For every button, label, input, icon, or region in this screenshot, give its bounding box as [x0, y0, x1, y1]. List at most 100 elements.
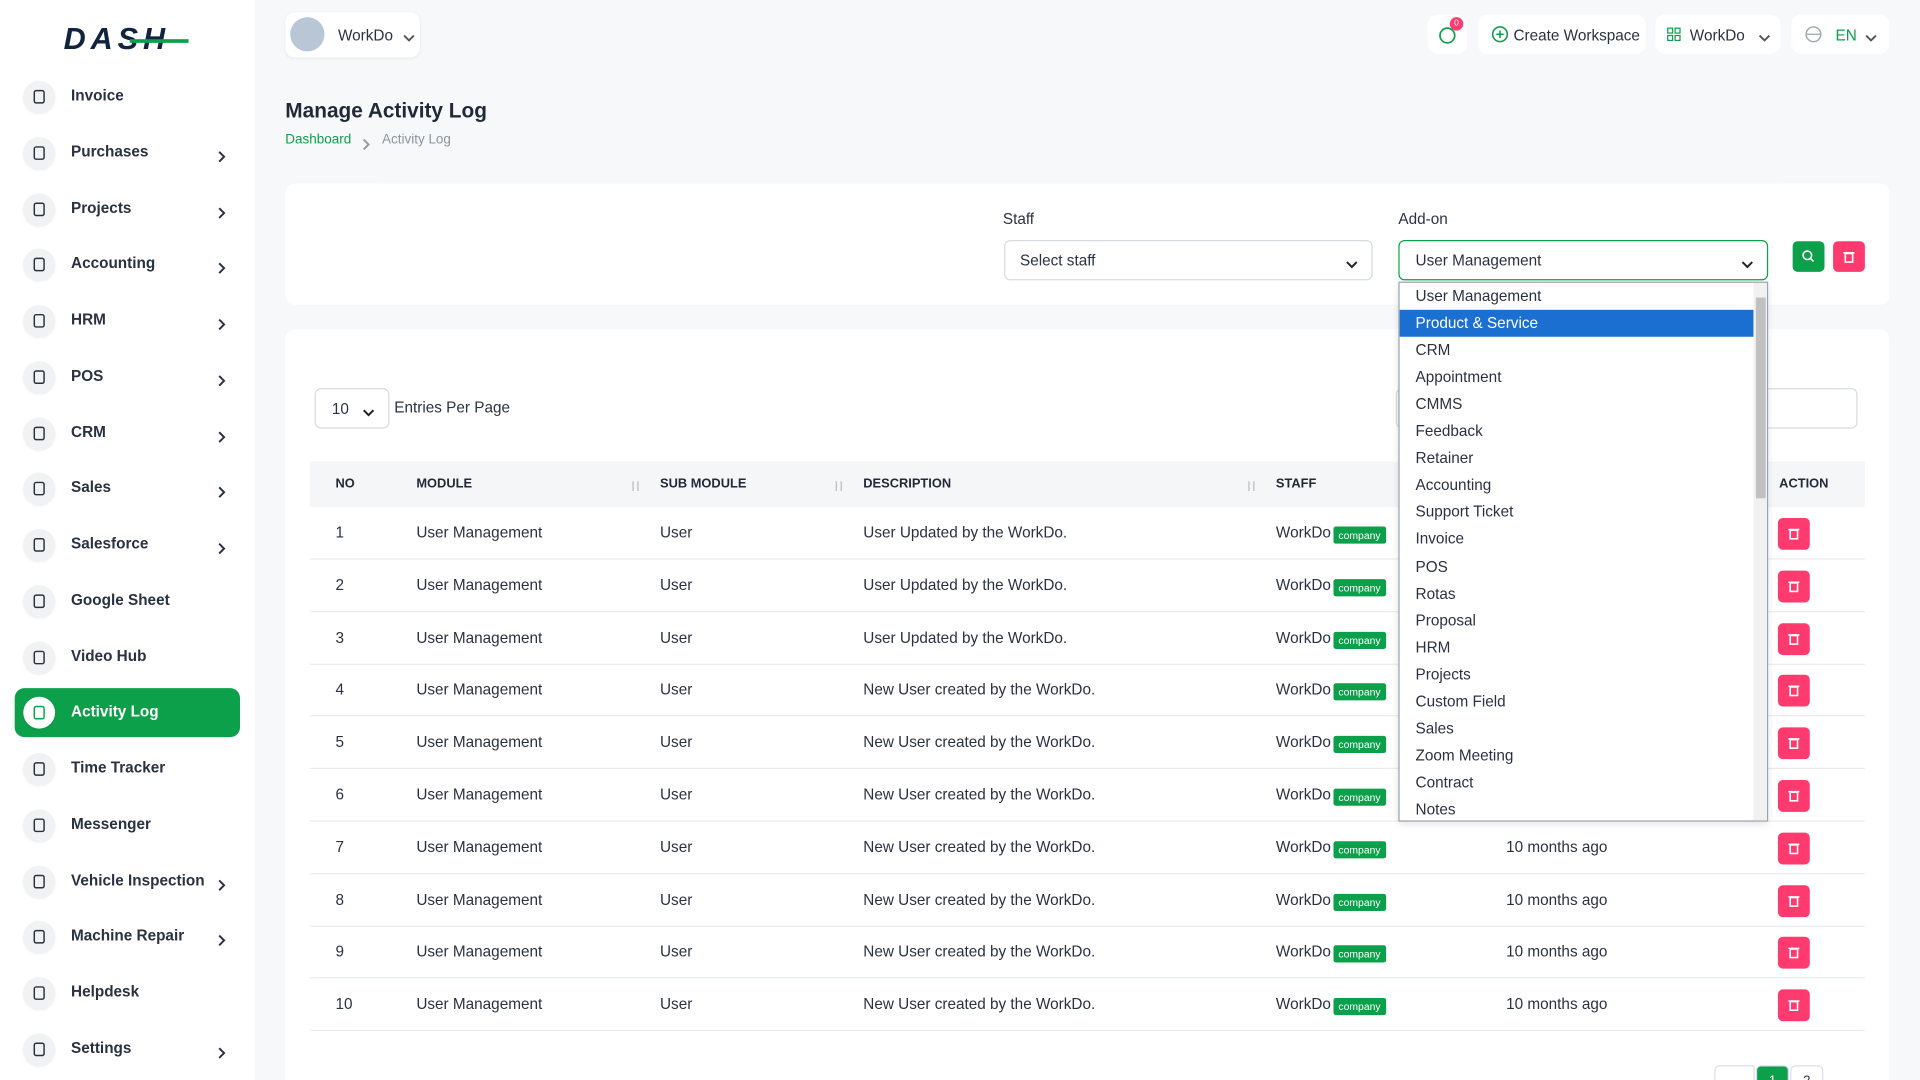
search-button[interactable] — [1792, 241, 1825, 272]
page-button[interactable]: 1 — [1755, 1065, 1789, 1080]
menu-item[interactable]: Vehicle Inspection — [71, 871, 205, 889]
delete-button[interactable] — [1777, 517, 1810, 550]
delete-button[interactable] — [1833, 241, 1865, 272]
option-label: Proposal — [1415, 611, 1476, 629]
menu-item[interactable]: Invoice — [71, 86, 124, 105]
breadcrumb-link[interactable]: Dashboard — [285, 132, 352, 147]
delete-button[interactable] — [1777, 780, 1810, 812]
time-ago: 10 months ago — [1506, 890, 1608, 909]
option-label: POS — [1415, 557, 1448, 575]
delete-button[interactable] — [1777, 884, 1810, 917]
addon-select[interactable]: User Management — [1398, 240, 1769, 281]
create-workspace-label: Create Workspace — [1513, 26, 1640, 45]
column-header[interactable]: DESCRIPTION — [863, 476, 952, 492]
cell: New User created by the WorkDo. — [863, 838, 1096, 856]
page-button[interactable]: 2 — [1790, 1065, 1824, 1080]
chevron-icon — [216, 1043, 228, 1059]
menu-item[interactable]: Salesforce — [71, 535, 149, 553]
chevron-icon — [1741, 255, 1753, 269]
dropdown-option[interactable]: Accounting — [1400, 472, 1754, 499]
dropdown-option[interactable]: Projects — [1400, 661, 1754, 688]
dropdown-option[interactable]: Appointment — [1400, 364, 1754, 391]
dropdown-option[interactable]: CRM — [1400, 337, 1754, 364]
cell: User Management — [416, 733, 543, 751]
menu-icon — [23, 921, 56, 953]
dropdown-option[interactable]: CMMS — [1400, 391, 1754, 418]
delete-button[interactable] — [1777, 832, 1810, 865]
chevron-icon — [216, 315, 228, 331]
cell: 4 — [335, 681, 345, 699]
staff-name: WorkDo — [1275, 890, 1331, 909]
dropdown-option[interactable]: Proposal — [1400, 607, 1754, 634]
menu-item[interactable]: Helpdesk — [71, 983, 140, 1001]
option-label: Notes — [1415, 800, 1456, 818]
delete-button[interactable] — [1777, 989, 1810, 1022]
cell: New User created by the WorkDo. — [863, 786, 1096, 804]
dropdown-option[interactable]: POS — [1400, 553, 1754, 580]
dropdown-option[interactable]: Notes — [1400, 796, 1754, 821]
workspace-name: WorkDo — [337, 26, 393, 45]
dropdown-option[interactable]: Feedback — [1400, 418, 1754, 445]
entries-select[interactable]: 10 — [314, 388, 390, 429]
menu-item[interactable]: CRM — [71, 423, 106, 441]
page-prev[interactable] — [1714, 1065, 1755, 1080]
menu-item[interactable]: Accounting — [71, 255, 156, 273]
dropdown-option[interactable]: Rotas — [1400, 580, 1754, 607]
cell: User Management — [416, 681, 543, 699]
menu-item[interactable]: Activity Log — [71, 703, 159, 721]
menu-item[interactable]: POS — [71, 367, 104, 385]
logo-accent — [129, 39, 189, 43]
create-workspace-button[interactable]: Create Workspace — [1477, 14, 1646, 54]
menu-item[interactable]: Messenger — [71, 815, 151, 833]
dropdown-option[interactable]: Invoice — [1400, 526, 1754, 553]
menu-item[interactable]: Google Sheet — [71, 591, 170, 609]
menu-item[interactable]: Sales — [71, 479, 112, 497]
dropdown-option[interactable]: HRM — [1400, 634, 1754, 661]
sort-icon — [631, 476, 641, 492]
cell: User — [660, 943, 693, 961]
workspace-avatar — [290, 17, 325, 52]
chevron-icon — [216, 483, 228, 499]
menu-item[interactable]: Purchases — [71, 142, 149, 161]
dropdown-option[interactable]: Sales — [1400, 715, 1754, 742]
staff-select[interactable]: Select staff — [1004, 240, 1373, 281]
chevron-icon — [362, 403, 375, 417]
menu-icon — [23, 753, 56, 785]
option-label: Custom Field — [1415, 692, 1506, 710]
column-header[interactable]: SUB MODULE — [660, 476, 747, 492]
scrollbar-thumb[interactable] — [1755, 297, 1766, 499]
language-select[interactable]: EN — [1791, 14, 1890, 54]
dropdown-option[interactable]: Product & Service — [1399, 309, 1754, 337]
workspace-select[interactable]: WorkDo — [285, 12, 421, 58]
menu-item[interactable]: Projects — [71, 198, 132, 217]
chevron-icon — [1758, 28, 1771, 42]
menu-item[interactable]: Time Tracker — [71, 759, 166, 777]
dropdown-option[interactable]: User Management — [1400, 283, 1754, 310]
page-title: Manage Activity Log — [285, 99, 487, 123]
delete-button[interactable] — [1777, 937, 1810, 970]
dropdown-option[interactable]: Retainer — [1400, 445, 1754, 472]
entries-value: 10 — [331, 400, 349, 418]
menu-item[interactable]: Settings — [71, 1039, 132, 1057]
delete-button[interactable] — [1777, 622, 1810, 655]
cell: New User created by the WorkDo. — [863, 943, 1096, 961]
column-header[interactable]: MODULE — [416, 476, 473, 492]
menu-icon — [23, 416, 56, 449]
dropdown-option[interactable]: Support Ticket — [1400, 499, 1754, 526]
dropdown-option[interactable]: Zoom Meeting — [1400, 742, 1754, 769]
delete-button[interactable] — [1777, 675, 1810, 708]
menu-icon — [23, 697, 56, 729]
menu-item[interactable]: HRM — [71, 311, 106, 329]
menu-item[interactable]: Video Hub — [71, 647, 147, 665]
dropdown-option[interactable]: Contract — [1400, 769, 1754, 796]
delete-button[interactable] — [1777, 570, 1810, 603]
menu-icon — [23, 360, 56, 393]
delete-button[interactable] — [1777, 727, 1810, 760]
menu-item[interactable]: Machine Repair — [71, 927, 185, 945]
cell: User Updated by the WorkDo. — [863, 628, 1068, 647]
user-menu[interactable]: WorkDo — [1655, 14, 1781, 54]
chevron-icon — [216, 259, 228, 275]
dropdown-option[interactable]: Custom Field — [1400, 688, 1754, 715]
role-badge: company — [1333, 683, 1386, 701]
cell: User Management — [416, 995, 543, 1013]
